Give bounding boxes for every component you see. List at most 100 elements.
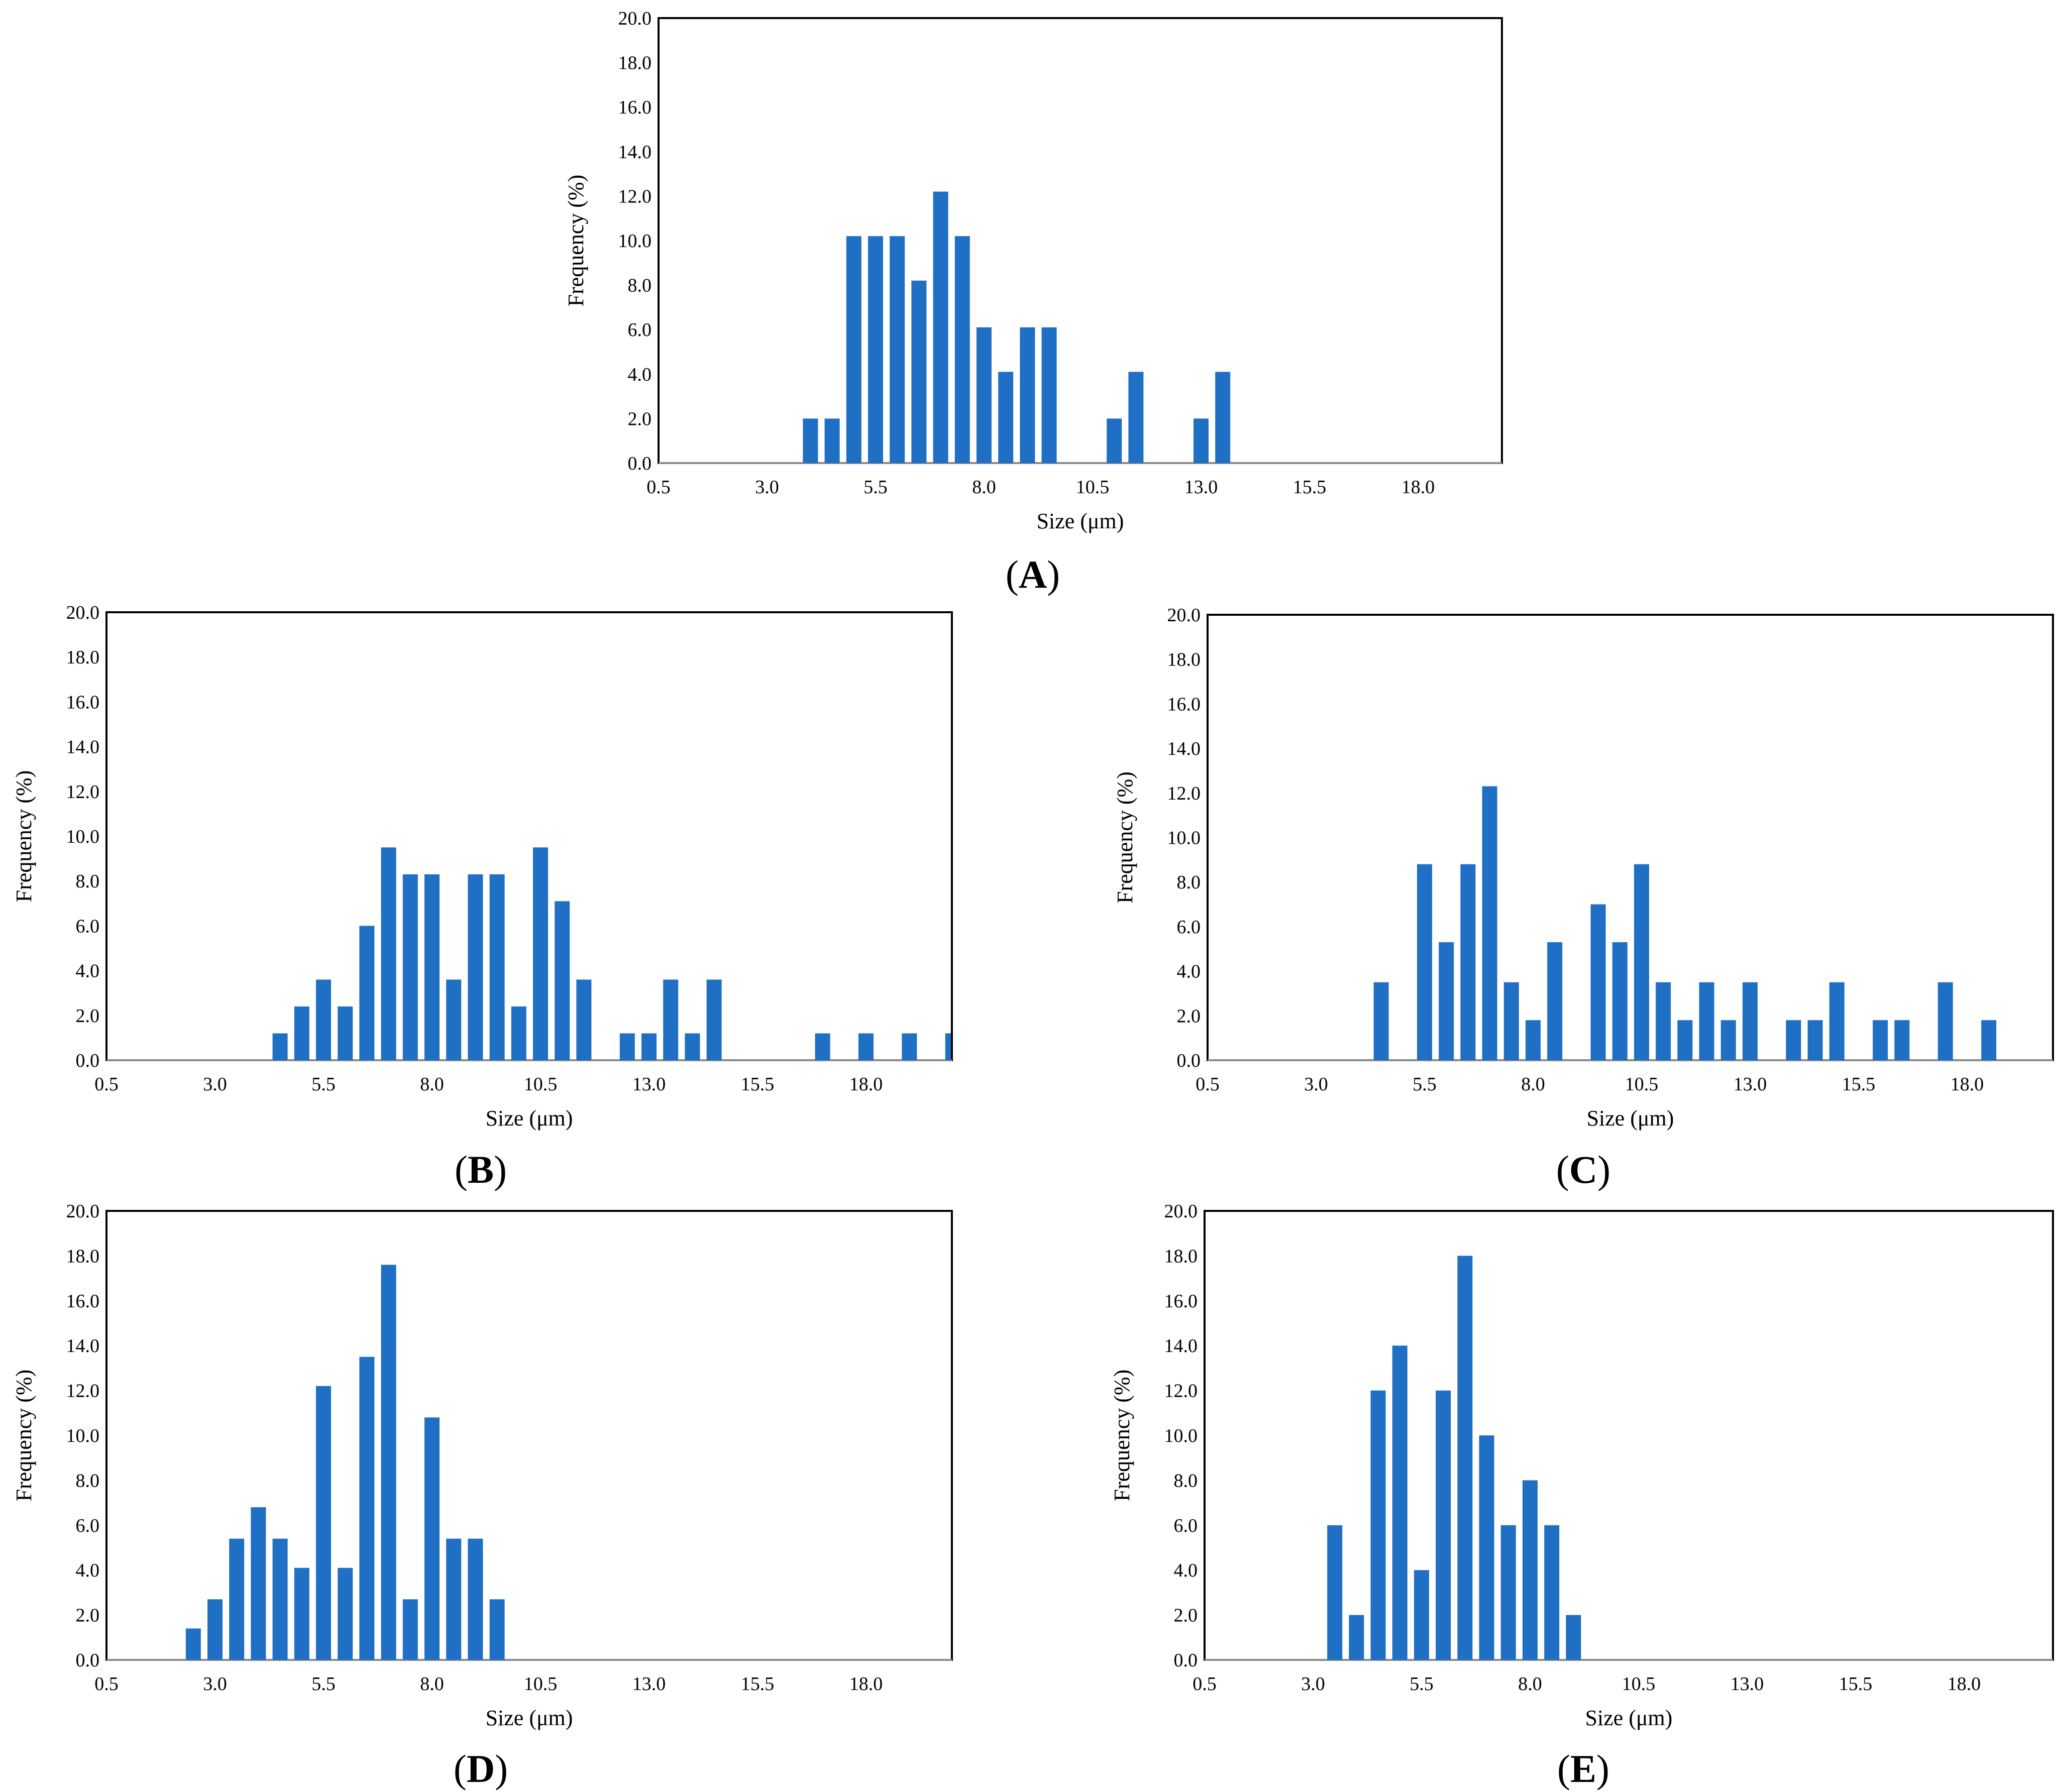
- x-tick-label: 18.0: [1947, 1673, 1981, 1695]
- y-tick-label: 8.0: [76, 1470, 100, 1491]
- y-tick-label: 8.0: [1174, 1470, 1198, 1491]
- x-tick-label: 8.0: [1518, 1673, 1542, 1695]
- x-tick-label: 3.0: [755, 477, 779, 498]
- bar: [1937, 982, 1953, 1060]
- x-tick-label: 18.0: [849, 1074, 883, 1095]
- x-axis-title: Size (μm): [1585, 1706, 1673, 1730]
- x-tick-label: 13.0: [1730, 1673, 1764, 1695]
- y-tick-label: 8.0: [1177, 872, 1201, 893]
- bar: [359, 1357, 375, 1660]
- x-tick-label: 13.0: [632, 1074, 666, 1095]
- bar: [706, 979, 722, 1060]
- y-tick-label: 16.0: [618, 97, 652, 118]
- panel-letter: B: [468, 1148, 494, 1191]
- bar: [294, 1006, 309, 1060]
- bar: [1436, 1390, 1451, 1660]
- panel-label: (B): [455, 1148, 507, 1191]
- bar: [468, 1538, 483, 1660]
- bar: [1414, 1570, 1429, 1660]
- y-tick-label: 14.0: [1167, 738, 1201, 759]
- plot-frame: [658, 17, 1503, 464]
- y-tick-label: 6.0: [628, 319, 652, 341]
- y-tick-label: 6.0: [1174, 1515, 1198, 1536]
- y-tick-label: 2.0: [76, 1605, 100, 1626]
- y-tick-label: 18.0: [1167, 649, 1201, 670]
- bar: [1417, 864, 1432, 1060]
- bar: [1634, 864, 1649, 1060]
- bar: [489, 1599, 505, 1660]
- y-tick-label: 16.0: [1164, 1291, 1198, 1312]
- bar: [1720, 1020, 1736, 1060]
- y-tick-label: 4.0: [1177, 961, 1201, 982]
- y-tick-label: 4.0: [1174, 1560, 1198, 1581]
- x-tick-label: 3.0: [1304, 1074, 1328, 1095]
- x-tick-label: 15.5: [1842, 1074, 1876, 1095]
- y-tick-label: 18.0: [66, 1246, 100, 1267]
- panel-letter: E: [1570, 1747, 1596, 1790]
- y-tick-label: 2.0: [1174, 1605, 1198, 1626]
- x-tick-label: 15.5: [1839, 1673, 1873, 1695]
- x-axis-title: Size (μm): [1037, 509, 1124, 533]
- y-tick-label: 2.0: [1177, 1005, 1201, 1027]
- bar: [1590, 904, 1606, 1060]
- bar: [1547, 942, 1563, 1060]
- x-tick-label: 15.5: [741, 1673, 775, 1695]
- bar: [1370, 1390, 1386, 1660]
- bar: [1500, 1525, 1516, 1660]
- x-tick-label: 0.5: [1193, 1673, 1217, 1695]
- x-tick-label: 0.5: [646, 477, 671, 498]
- bar: [1373, 982, 1389, 1060]
- bar: [868, 236, 883, 463]
- bar: [1482, 786, 1497, 1060]
- x-tick-label: 8.0: [420, 1074, 444, 1095]
- y-tick-label: 16.0: [66, 692, 100, 713]
- y-tick-label: 0.0: [76, 1650, 100, 1671]
- bar: [1786, 1020, 1801, 1060]
- bar: [998, 372, 1014, 463]
- panel-label: (E): [1557, 1747, 1609, 1790]
- panel-letter: A: [1019, 552, 1047, 596]
- y-tick-label: 16.0: [66, 1291, 100, 1312]
- bar: [1107, 418, 1122, 463]
- y-tick-label: 6.0: [1177, 917, 1201, 938]
- bar: [1566, 1615, 1581, 1660]
- bar: [555, 901, 570, 1060]
- y-tick-label: 20.0: [618, 8, 652, 29]
- x-tick-label: 18.0: [1950, 1074, 1984, 1095]
- bar: [954, 236, 970, 463]
- y-tick-label: 4.0: [76, 961, 100, 982]
- x-tick-label: 15.5: [1293, 477, 1327, 498]
- x-tick-label: 3.0: [203, 1673, 227, 1695]
- bar: [824, 418, 840, 463]
- bar: [1677, 1020, 1693, 1060]
- y-tick-label: 12.0: [1164, 1381, 1198, 1402]
- y-tick-label: 12.0: [1167, 783, 1201, 804]
- bar: [576, 979, 592, 1060]
- bar: [1215, 372, 1231, 463]
- bar: [1460, 864, 1476, 1060]
- y-axis-title: Frequency (%): [12, 770, 36, 903]
- bar: [489, 874, 505, 1060]
- bar: [1894, 1020, 1910, 1060]
- x-tick-label: 13.0: [632, 1673, 666, 1695]
- x-axis-title: Size (μm): [486, 1706, 573, 1730]
- bar: [1656, 982, 1671, 1060]
- x-axis-title: Size (μm): [486, 1106, 573, 1131]
- bar: [663, 979, 679, 1060]
- bar: [468, 874, 483, 1060]
- y-axis-title: Frequency (%): [1110, 1370, 1134, 1502]
- y-tick-label: 14.0: [66, 1335, 100, 1357]
- chart-panel-c: 0.0 2.0 4.0 6.0 8.0 10.0 12.0 14.0 16.0 18.0 20.0 0…: [1113, 605, 2054, 1191]
- bar: [424, 1417, 440, 1660]
- y-tick-label: 6.0: [76, 916, 100, 937]
- y-tick-label: 12.0: [618, 186, 652, 207]
- bar: [1612, 942, 1628, 1060]
- x-tick-label: 5.5: [1410, 1673, 1434, 1695]
- x-tick-label: 8.0: [972, 477, 996, 498]
- y-tick-label: 2.0: [628, 408, 652, 429]
- x-tick-label: 3.0: [1301, 1673, 1325, 1695]
- y-tick-label: 10.0: [66, 826, 100, 847]
- y-tick-label: 6.0: [76, 1515, 100, 1536]
- x-axis-title: Size (μm): [1587, 1106, 1674, 1131]
